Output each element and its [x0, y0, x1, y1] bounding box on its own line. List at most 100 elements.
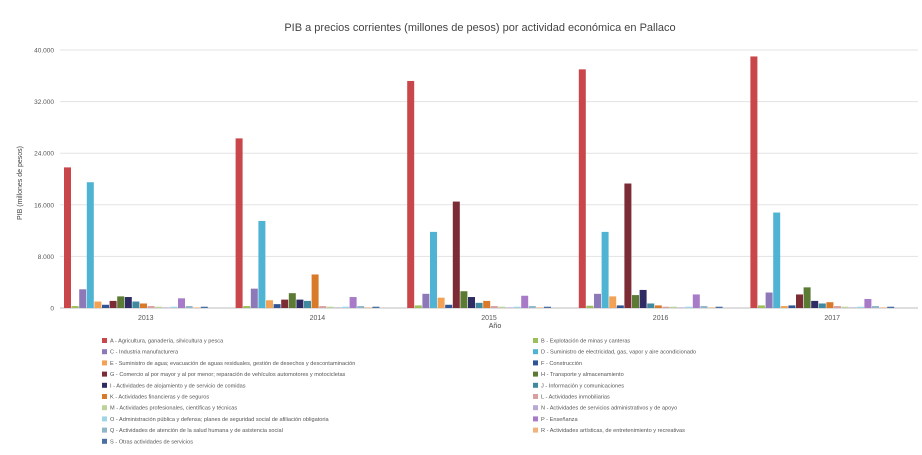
- legend-swatch: [102, 382, 107, 388]
- bar: [586, 305, 594, 308]
- bar: [490, 306, 498, 308]
- bar: [342, 306, 349, 308]
- bar: [498, 306, 506, 308]
- legend-label: R - Actividades artísticas, de entreteni…: [541, 428, 685, 434]
- bar: [662, 306, 670, 308]
- bar: [349, 297, 357, 308]
- bar: [887, 306, 895, 308]
- legend-swatch: [102, 371, 107, 377]
- bar: [708, 307, 715, 308]
- bar: [132, 301, 140, 308]
- legend-label: P - Enseñanza: [541, 417, 578, 423]
- bar: [594, 293, 601, 308]
- bar: [758, 305, 765, 308]
- bar: [452, 201, 460, 308]
- bar: [235, 138, 243, 308]
- bar: [521, 295, 529, 308]
- bar: [147, 306, 155, 308]
- bar: [513, 306, 521, 308]
- y-axis-label: PIB (millones de pesos): [17, 146, 24, 220]
- bar: [834, 306, 841, 308]
- bar: [79, 289, 87, 308]
- bar: [796, 294, 803, 308]
- bar: [117, 296, 125, 308]
- legend-label: Q - Actividades de atención de la salud …: [110, 428, 283, 434]
- bar: [692, 294, 700, 308]
- legend-label: A - Agricultura, ganadería, silvicultura…: [110, 339, 224, 345]
- bar: [86, 182, 94, 308]
- legend-swatch: [102, 405, 107, 411]
- bar: [601, 231, 609, 308]
- legend-label: E - Suministro de agua; evacuación de ag…: [110, 361, 355, 367]
- bar: [856, 306, 864, 308]
- bar: [475, 302, 483, 308]
- bar: [364, 307, 372, 308]
- y-tick-label: 40.000: [34, 48, 54, 55]
- x-tick-label: 2013: [138, 315, 154, 322]
- legend-swatch: [533, 405, 538, 411]
- bar: [616, 305, 624, 308]
- bar: [677, 307, 685, 308]
- bar: [185, 306, 193, 308]
- bar: [281, 299, 289, 308]
- bar: [460, 291, 468, 308]
- legend: A - Agricultura, ganadería, silvicultura…: [102, 338, 696, 445]
- bar: [765, 292, 773, 308]
- y-axis-ticks: 0 8.000 16.000 24.000 32.000 40.000: [34, 48, 54, 313]
- bar: [334, 307, 342, 308]
- bar: [200, 306, 208, 308]
- legend-label: M - Actividades profesionales, científic…: [110, 406, 237, 412]
- x-tick-label: 2016: [653, 315, 669, 322]
- bar: [506, 307, 513, 308]
- x-tick-label: 2015: [481, 315, 497, 322]
- bar: [670, 306, 677, 308]
- bar: [879, 307, 887, 308]
- bar: [64, 167, 71, 308]
- legend-swatch: [533, 338, 538, 343]
- x-axis-ticks: 2013 2014 2015 2016 2017: [138, 315, 840, 322]
- bar: [124, 297, 132, 308]
- legend-swatch: [102, 427, 107, 433]
- legend-swatch: [102, 394, 107, 399]
- bar: [357, 306, 365, 308]
- bar: [773, 212, 781, 308]
- legend-swatch: [102, 438, 107, 444]
- y-tick-label: 24.000: [34, 151, 54, 158]
- bar: [445, 304, 453, 308]
- bar: [803, 287, 811, 308]
- bar: [94, 301, 102, 308]
- legend-label: J - Información y comunicaciones: [541, 383, 624, 389]
- y-tick-label: 32.000: [34, 99, 54, 106]
- legend-swatch: [533, 427, 538, 433]
- legend-label: K - Actividades financieras y de seguros: [110, 395, 209, 401]
- bar: [811, 300, 819, 308]
- bar: [311, 274, 319, 308]
- legend-swatch: [533, 371, 538, 377]
- bar: [407, 80, 415, 309]
- bar: [296, 299, 304, 308]
- legend-label: B - Explotación de minas y canteras: [541, 339, 630, 345]
- bar: [326, 306, 334, 308]
- legend-swatch: [533, 416, 538, 422]
- bar: [624, 183, 632, 308]
- bar: [872, 306, 879, 308]
- legend-label: H - Transporte y almacenamiento: [541, 372, 624, 378]
- bar: [818, 303, 826, 308]
- bar: [170, 306, 178, 308]
- bar: [468, 297, 475, 308]
- bar: [288, 293, 296, 308]
- bar: [609, 296, 617, 308]
- bar: [414, 305, 422, 308]
- legend-swatch: [533, 360, 538, 366]
- bar: [632, 295, 639, 308]
- bar: [258, 220, 266, 308]
- bar: [155, 306, 163, 308]
- bar: [437, 297, 445, 308]
- x-axis-label: Año: [489, 323, 502, 330]
- bar: [178, 298, 185, 308]
- legend-label: C - Industria manufacturera: [110, 350, 179, 356]
- bar: [483, 300, 491, 308]
- bar: [654, 305, 662, 308]
- bar: [685, 306, 693, 308]
